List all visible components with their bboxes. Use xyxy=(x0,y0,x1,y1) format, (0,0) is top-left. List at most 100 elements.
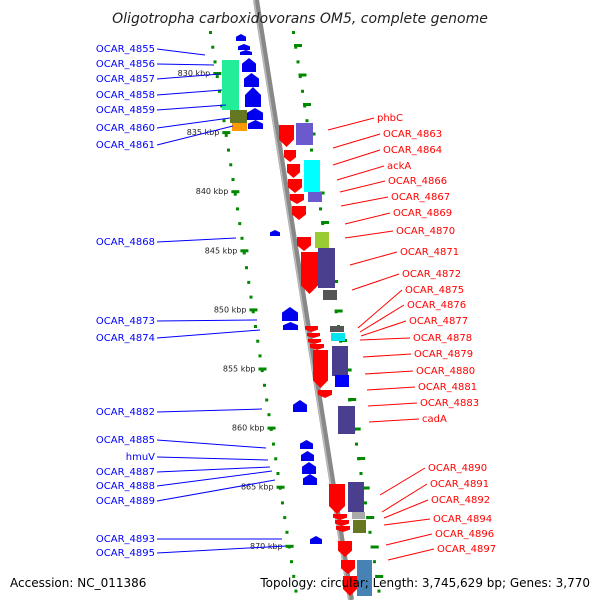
gene-label-ocar_4892[interactable]: OCAR_4892 xyxy=(431,495,490,506)
gene-label-ocar_4883[interactable]: OCAR_4883 xyxy=(420,398,479,409)
gene-arrow[interactable] xyxy=(287,164,300,178)
gene-box[interactable] xyxy=(353,520,366,533)
gene-arrow[interactable] xyxy=(300,440,313,449)
gene-label-ocar_4893[interactable]: OCAR_4893 xyxy=(96,534,155,545)
gene-arrow[interactable] xyxy=(310,536,322,544)
gene-box[interactable] xyxy=(222,60,239,110)
gene-arrow[interactable] xyxy=(307,333,320,338)
gene-box[interactable] xyxy=(331,333,345,341)
gene-box[interactable] xyxy=(335,375,349,387)
gene-label-ocar_4875[interactable]: OCAR_4875 xyxy=(405,285,464,296)
gene-box[interactable] xyxy=(232,123,247,131)
gene-label-ocar_4855[interactable]: OCAR_4855 xyxy=(96,44,155,55)
gene-arrow[interactable] xyxy=(301,252,318,294)
gene-arrow[interactable] xyxy=(318,390,332,398)
gene-box[interactable] xyxy=(330,326,344,332)
gene-arrow[interactable] xyxy=(248,120,263,129)
gene-label-ocar_4871[interactable]: OCAR_4871 xyxy=(400,247,459,258)
gene-label-ocar_4889[interactable]: OCAR_4889 xyxy=(96,496,155,507)
gene-arrow[interactable] xyxy=(293,400,307,412)
gene-label-ocar_4888[interactable]: OCAR_4888 xyxy=(96,481,155,492)
gene-arrow[interactable] xyxy=(303,474,317,485)
gene-arrow[interactable] xyxy=(270,230,280,236)
gene-arrow[interactable] xyxy=(338,541,352,557)
gene-arrow[interactable] xyxy=(341,560,355,574)
gene-label-ocar_4891[interactable]: OCAR_4891 xyxy=(430,479,489,490)
gene-arrow[interactable] xyxy=(290,194,304,204)
gene-arrow[interactable] xyxy=(336,526,350,532)
gene-label-ocar_4896[interactable]: OCAR_4896 xyxy=(435,529,494,540)
gene-label-ocar_4880[interactable]: OCAR_4880 xyxy=(416,366,475,377)
gene-arrow[interactable] xyxy=(236,34,246,41)
gene-label-ocar_4859[interactable]: OCAR_4859 xyxy=(96,105,155,116)
gene-label-ocar_4877[interactable]: OCAR_4877 xyxy=(409,316,468,327)
gene-box[interactable] xyxy=(348,482,364,512)
gene-arrow[interactable] xyxy=(333,514,347,520)
gene-box[interactable] xyxy=(352,512,365,519)
gene-label-ocar_4867[interactable]: OCAR_4867 xyxy=(391,192,450,203)
gene-arrow[interactable] xyxy=(308,339,321,344)
gene-label-ocar_4863[interactable]: OCAR_4863 xyxy=(383,129,442,140)
gene-box[interactable] xyxy=(318,248,335,288)
gene-arrow[interactable] xyxy=(329,484,345,514)
gene-arrow[interactable] xyxy=(292,206,306,220)
gene-label-ocar_4856[interactable]: OCAR_4856 xyxy=(96,59,155,70)
gene-label-phbc[interactable]: phbC xyxy=(377,113,403,124)
gene-label-acka[interactable]: ackA xyxy=(387,161,411,172)
gene-box[interactable] xyxy=(315,232,329,248)
gene-arrow[interactable] xyxy=(279,125,294,147)
gene-arrow[interactable] xyxy=(302,462,316,474)
gene-label-ocar_4868[interactable]: OCAR_4868 xyxy=(96,237,155,248)
gene-label-ocar_4885[interactable]: OCAR_4885 xyxy=(96,435,155,446)
gene-label-ocar_4876[interactable]: OCAR_4876 xyxy=(407,300,466,311)
gene-label-ocar_4879[interactable]: OCAR_4879 xyxy=(414,349,473,360)
gene-label-ocar_4872[interactable]: OCAR_4872 xyxy=(402,269,461,280)
gene-arrow[interactable] xyxy=(343,576,357,596)
gene-label-ocar_4861[interactable]: OCAR_4861 xyxy=(96,140,155,151)
gene-arrow[interactable] xyxy=(238,44,250,50)
gene-label-ocar_4890[interactable]: OCAR_4890 xyxy=(428,463,487,474)
gene-box[interactable] xyxy=(338,406,355,434)
gene-label-ocar_4894[interactable]: OCAR_4894 xyxy=(433,514,492,525)
gene-label-ocar_4882[interactable]: OCAR_4882 xyxy=(96,407,155,418)
gene-label-ocar_4878[interactable]: OCAR_4878 xyxy=(413,333,472,344)
gene-label-ocar_4874[interactable]: OCAR_4874 xyxy=(96,333,155,344)
gene-arrow[interactable] xyxy=(283,322,298,330)
gene-label-ocar_4881[interactable]: OCAR_4881 xyxy=(418,382,477,393)
gene-arrow[interactable] xyxy=(284,150,296,162)
gene-arrow[interactable] xyxy=(305,326,318,332)
gene-label-ocar_4869[interactable]: OCAR_4869 xyxy=(393,208,452,219)
gene-box[interactable] xyxy=(323,290,337,300)
gene-arrow[interactable] xyxy=(335,520,349,526)
gene-box[interactable] xyxy=(308,192,322,202)
gene-label-ocar_4864[interactable]: OCAR_4864 xyxy=(383,145,442,156)
gene-arrow[interactable] xyxy=(240,50,252,55)
gene-label-ocar_4860[interactable]: OCAR_4860 xyxy=(96,123,155,134)
gene-arrow[interactable] xyxy=(242,58,256,72)
gene-box[interactable] xyxy=(304,160,320,192)
gene-arrow[interactable] xyxy=(301,451,314,461)
gene-label-hmuv[interactable]: hmuV xyxy=(126,452,155,463)
gene-box[interactable] xyxy=(230,110,247,123)
gene-arrow[interactable] xyxy=(244,73,259,87)
gene-label-ocar_4873[interactable]: OCAR_4873 xyxy=(96,316,155,327)
gene-label-ocar_4858[interactable]: OCAR_4858 xyxy=(96,90,155,101)
gene-label-ocar_4870[interactable]: OCAR_4870 xyxy=(396,226,455,237)
gene-arrow[interactable] xyxy=(288,179,302,193)
gene-box[interactable] xyxy=(332,346,348,376)
gene-arrow[interactable] xyxy=(310,344,324,350)
gene-arrow[interactable] xyxy=(245,87,261,107)
gene-label-ocar_4895[interactable]: OCAR_4895 xyxy=(96,548,155,559)
gene-arrow[interactable] xyxy=(282,307,298,321)
gene-arrow[interactable] xyxy=(247,108,263,120)
gene-arrow[interactable] xyxy=(313,350,328,388)
gene-label-ocar_4866[interactable]: OCAR_4866 xyxy=(388,176,447,187)
gene-label-ocar_4897[interactable]: OCAR_4897 xyxy=(437,544,496,555)
gene-label-ocar_4857[interactable]: OCAR_4857 xyxy=(96,74,155,85)
gene-arrow[interactable] xyxy=(297,237,311,251)
gene-box[interactable] xyxy=(357,560,372,596)
gene-label-cada[interactable]: cadA xyxy=(422,414,447,425)
gene-box[interactable] xyxy=(296,123,313,145)
gene-label-ocar_4887[interactable]: OCAR_4887 xyxy=(96,467,155,478)
